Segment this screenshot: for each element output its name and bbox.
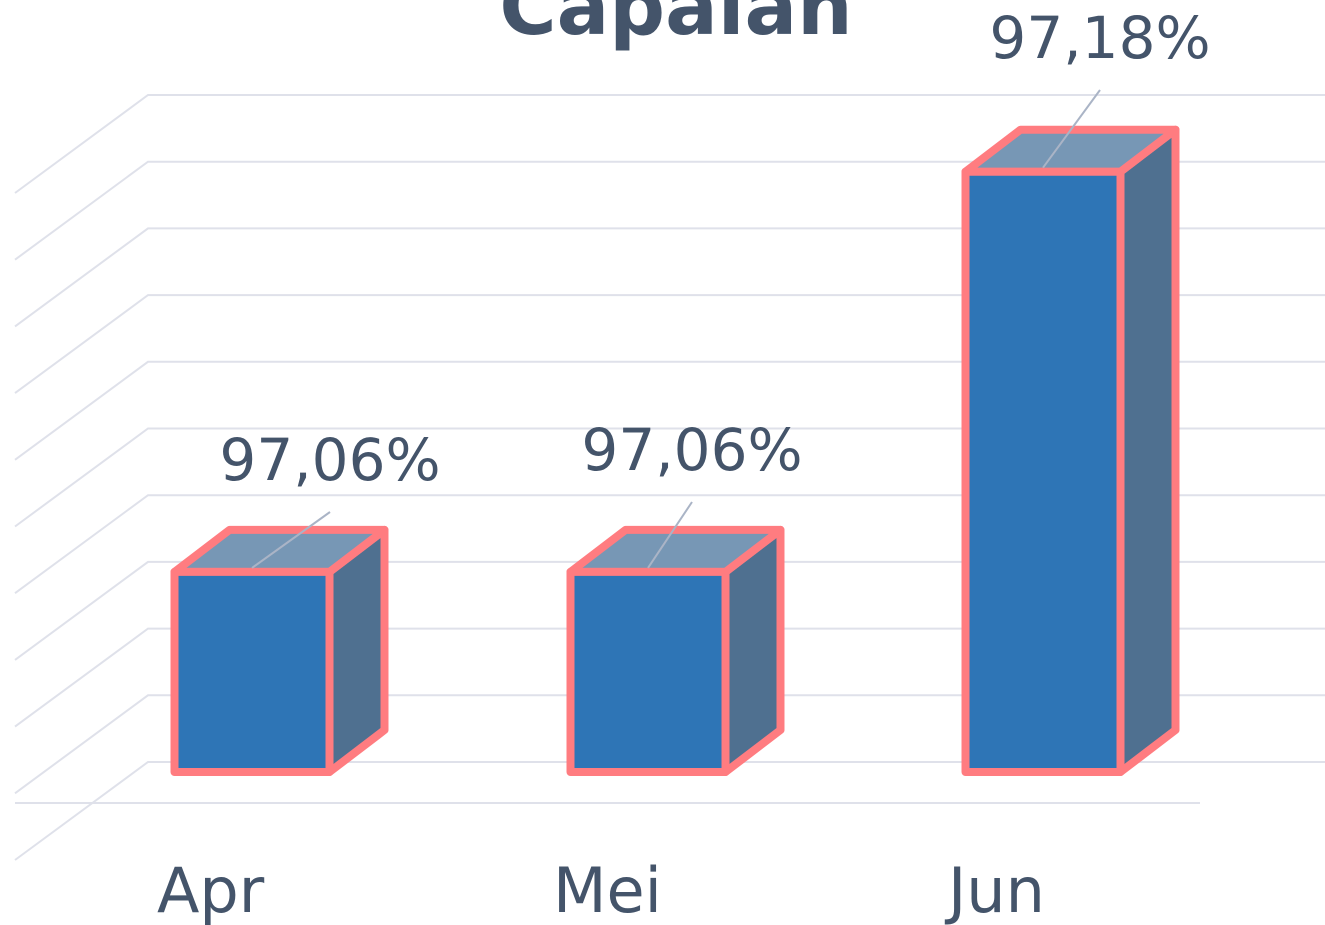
grid-line bbox=[14, 160, 1325, 261]
bar-side bbox=[1116, 125, 1180, 776]
leader-line bbox=[251, 511, 331, 569]
x-tick-label: Jun bbox=[944, 854, 1045, 925]
leader-line bbox=[1042, 89, 1101, 169]
grid-line bbox=[14, 761, 1325, 861]
x-tick-label: Mei bbox=[553, 854, 662, 925]
grid-line bbox=[14, 627, 1325, 728]
bar-front bbox=[961, 167, 1125, 776]
grid-line bbox=[14, 227, 1325, 328]
grid-line bbox=[14, 360, 1325, 461]
bar bbox=[961, 125, 1180, 776]
bar bbox=[170, 525, 389, 776]
chart-title: Capaian bbox=[499, 0, 852, 53]
data-label: 97,18% bbox=[989, 4, 1210, 72]
grid-line bbox=[14, 94, 1325, 194]
grid-line bbox=[14, 294, 1325, 394]
grid-line bbox=[14, 494, 1325, 595]
data-label: 97,06% bbox=[219, 426, 440, 494]
bar bbox=[566, 525, 785, 776]
bar-front bbox=[566, 567, 730, 776]
grid-line bbox=[14, 694, 1325, 795]
leader-line bbox=[647, 501, 693, 569]
data-label: 97,06% bbox=[581, 416, 802, 484]
x-tick-label: Apr bbox=[157, 854, 265, 925]
grid-line bbox=[14, 427, 1325, 528]
bar-front bbox=[170, 567, 334, 776]
grid-line bbox=[14, 560, 1325, 661]
